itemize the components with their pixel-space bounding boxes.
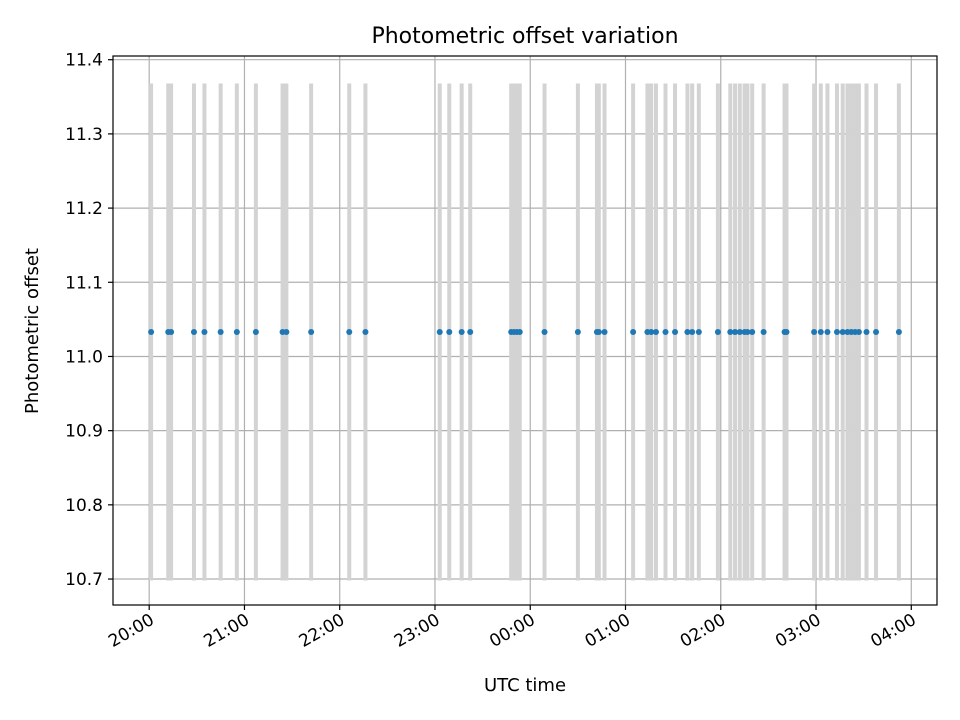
x-tick-label: 22:00 [296, 610, 348, 652]
data-point [190, 328, 197, 335]
data-point [833, 328, 840, 335]
data-point [736, 328, 743, 335]
data-point [662, 328, 669, 335]
data-point [217, 328, 224, 335]
data-point [516, 328, 523, 335]
data-point [714, 328, 721, 335]
data-point [873, 328, 880, 335]
data-point [233, 328, 240, 335]
data-point [346, 328, 353, 335]
data-points [148, 328, 902, 335]
y-axis-label: Photometric offset [22, 248, 43, 414]
data-point [148, 328, 155, 335]
data-point [458, 328, 465, 335]
data-point [855, 328, 862, 335]
data-point [630, 328, 637, 335]
y-tick-label: 10.9 [65, 422, 103, 442]
x-axis: 20:00 21:00 22:00 23:00 00:00 01:00 02:00 03:00… [105, 605, 920, 652]
chart-title: Photometric offset variation [371, 24, 678, 49]
data-point [744, 328, 751, 335]
y-tick-label: 11.3 [65, 125, 103, 145]
data-point [672, 328, 679, 335]
y-tick-label: 11.4 [65, 51, 103, 71]
grid-lines [113, 56, 937, 605]
data-point [595, 328, 602, 335]
data-point [689, 328, 696, 335]
x-tick-label: 20:00 [105, 610, 157, 652]
data-point [308, 328, 315, 335]
data-point [760, 328, 767, 335]
y-axis: 10.7 10.8 10.9 11.0 11.1 11.2 11.3 11.4 [65, 51, 113, 590]
x-tick-label: 04:00 [867, 610, 919, 652]
data-point [541, 328, 548, 335]
data-point [863, 328, 870, 335]
x-tick-label: 01:00 [582, 610, 634, 652]
x-axis-label: UTC time [484, 675, 566, 696]
data-point [283, 328, 290, 335]
y-tick-label: 11.2 [65, 199, 103, 219]
plot-frame [112, 55, 938, 606]
data-point [201, 328, 208, 335]
x-tick-label: 21:00 [201, 610, 253, 652]
data-point [601, 328, 608, 335]
data-point [574, 328, 581, 335]
data-point [648, 328, 655, 335]
data-point [824, 328, 831, 335]
y-tick-label: 11.0 [65, 347, 103, 367]
x-tick-label: 23:00 [391, 610, 443, 652]
data-point [895, 328, 902, 335]
data-point [362, 328, 369, 335]
y-tick-label: 10.8 [65, 496, 103, 516]
data-point [684, 328, 691, 335]
x-tick-label: 00:00 [486, 610, 538, 652]
data-point [446, 328, 453, 335]
y-tick-label: 10.7 [65, 570, 103, 590]
data-point [652, 328, 659, 335]
data-point [817, 328, 824, 335]
data-point [811, 328, 818, 335]
data-point [839, 328, 846, 335]
data-point [252, 328, 259, 335]
data-point [695, 328, 702, 335]
data-point [436, 328, 443, 335]
x-tick-label: 03:00 [772, 610, 824, 652]
data-point [732, 328, 739, 335]
data-point [467, 328, 474, 335]
data-point [727, 328, 734, 335]
x-tick-label: 02:00 [677, 610, 729, 652]
data-point [749, 328, 756, 335]
data-point [783, 328, 790, 335]
y-tick-label: 11.1 [65, 273, 103, 293]
data-point [168, 328, 175, 335]
